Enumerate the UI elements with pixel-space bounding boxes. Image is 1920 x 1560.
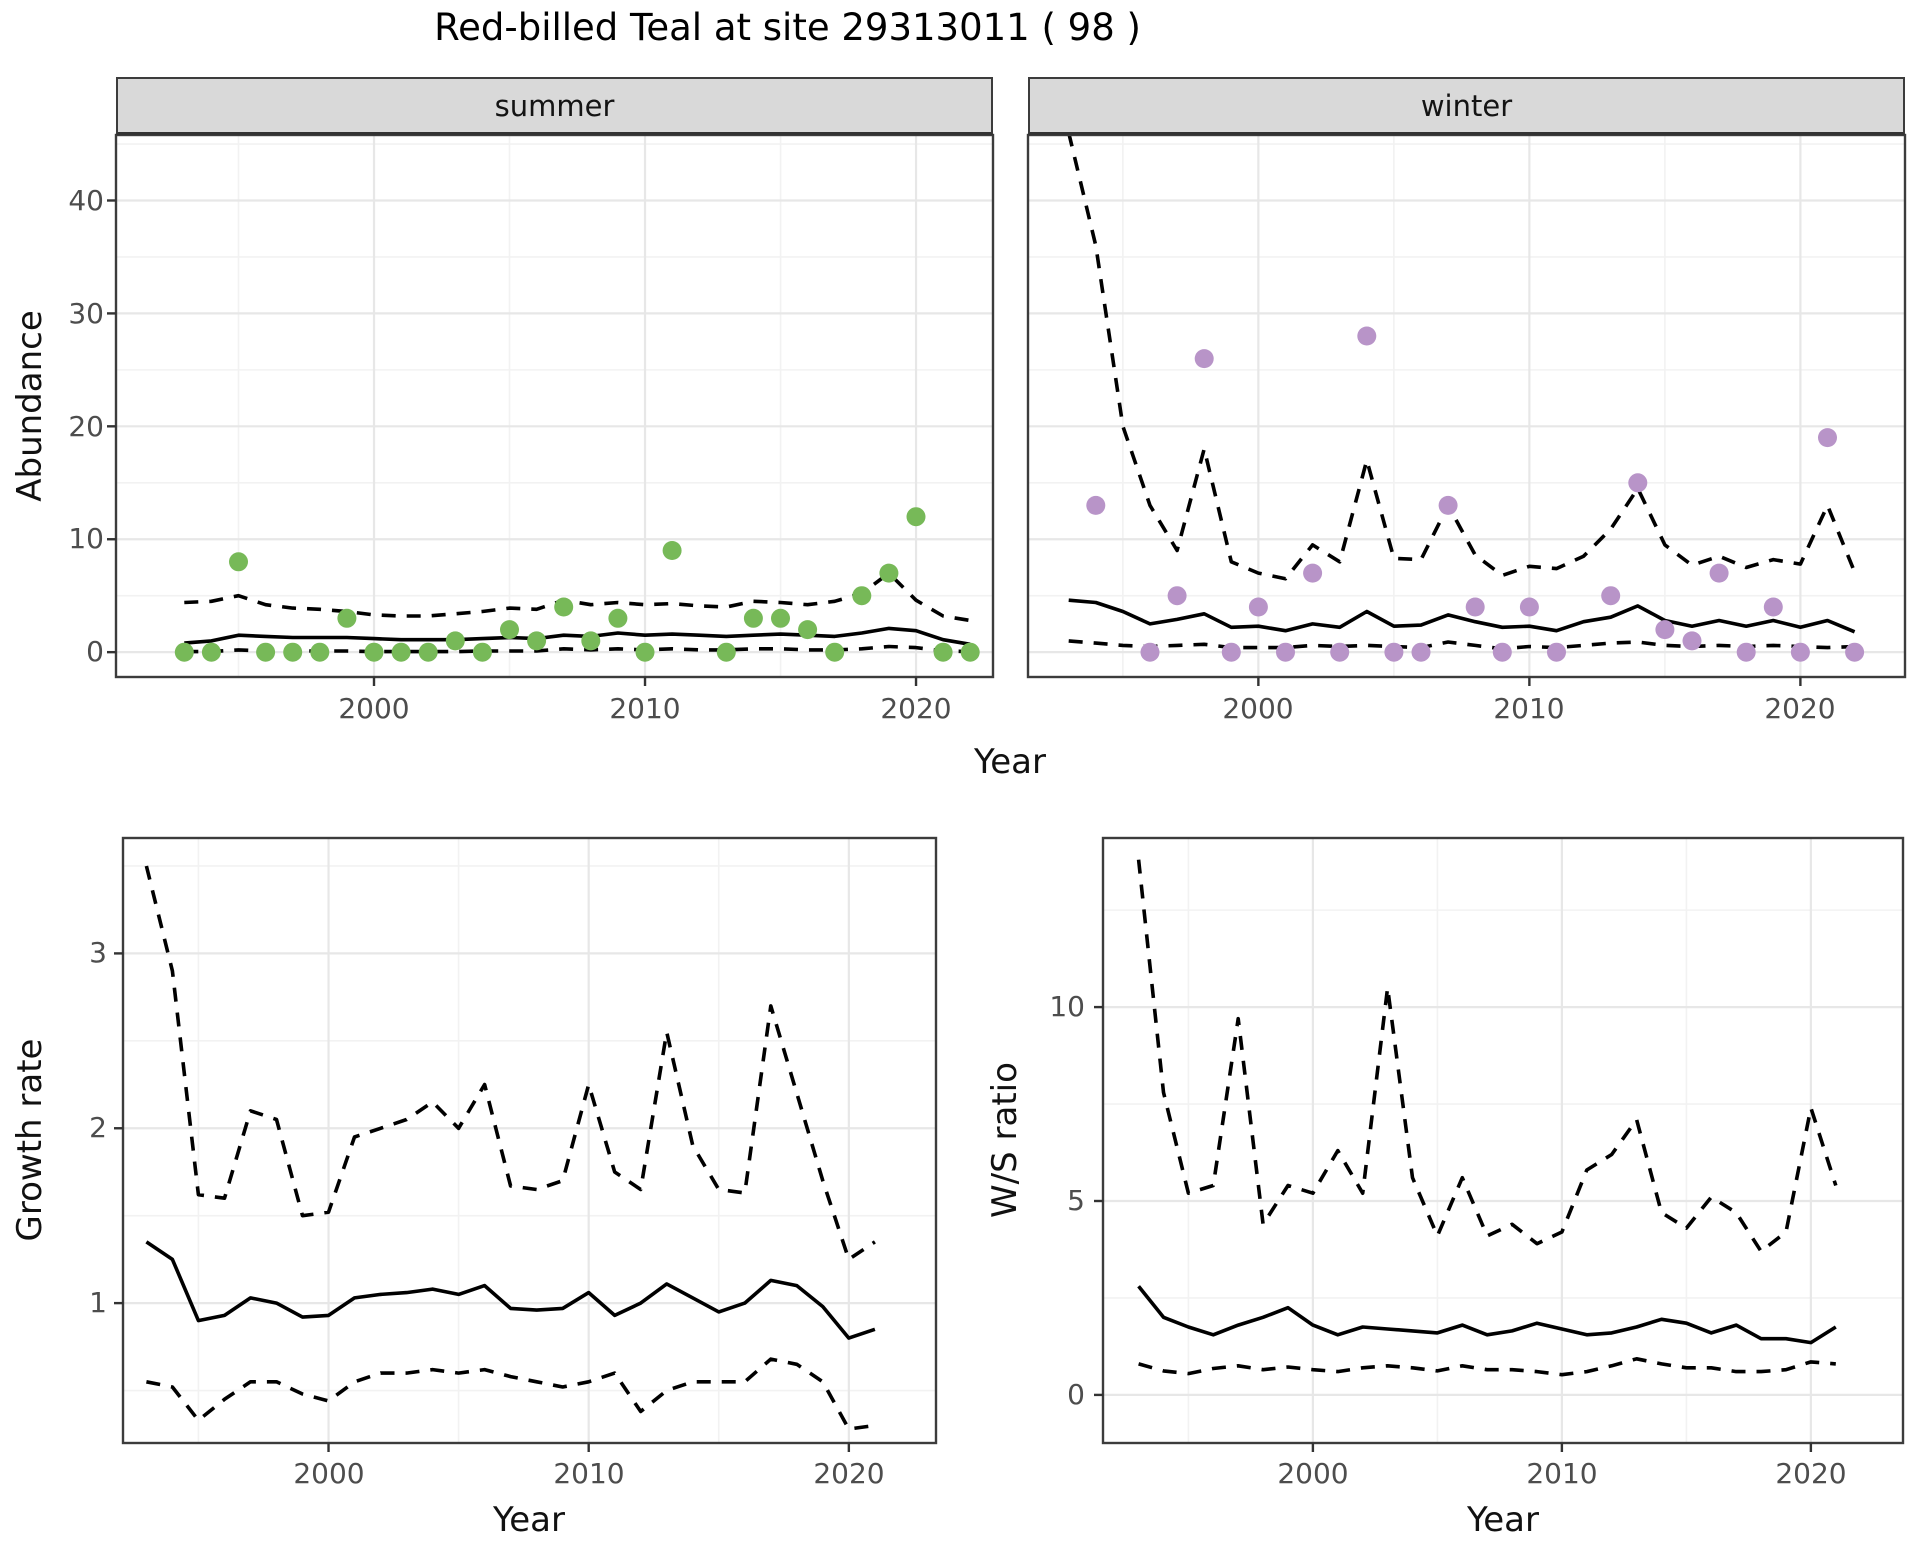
y-axis-title-ws-ratio: W/S ratio — [985, 1062, 1025, 1218]
x-tick-label: 2020 — [1764, 692, 1836, 725]
x-tick-label: 2020 — [1775, 1457, 1847, 1490]
x-tick-label: 2010 — [609, 692, 681, 725]
x-axis-title-ws: Year — [1467, 1500, 1539, 1540]
y-tick-label: 0 — [86, 635, 104, 668]
y-tick-label: 30 — [68, 297, 104, 330]
y-tick-label: 40 — [68, 184, 104, 217]
x-tick-label: 2000 — [338, 692, 410, 725]
facet-strip-winter-label: winter — [1420, 88, 1513, 123]
x-tick-label: 2010 — [553, 1457, 625, 1490]
page-title: Red-billed Teal at site 29313011 ( 98 ) — [434, 6, 1141, 49]
facet-strip-winter: winter — [1028, 77, 1905, 135]
x-tick-label: 2010 — [1526, 1457, 1598, 1490]
facet-strip-summer: summer — [116, 77, 993, 135]
x-axis-title-growth: Year — [493, 1500, 565, 1540]
y-tick-label: 3 — [89, 936, 107, 969]
x-tick-label: 2020 — [880, 692, 952, 725]
y-axis-title-abundance: Abundance — [10, 310, 50, 502]
x-tick-label: 2000 — [293, 1457, 365, 1490]
x-tick-label: 2000 — [1277, 1457, 1349, 1490]
y-tick-label: 10 — [68, 522, 104, 555]
y-tick-label: 5 — [1067, 1184, 1085, 1217]
x-axis-title-top: Year — [974, 742, 1046, 782]
y-tick-label: 0 — [1067, 1378, 1085, 1411]
facet-strip-summer-label: summer — [494, 88, 615, 123]
y-axis-title-growth-rate: Growth rate — [10, 1038, 50, 1242]
x-tick-label: 2010 — [1493, 692, 1565, 725]
x-tick-label: 2020 — [813, 1457, 885, 1490]
y-tick-label: 2 — [89, 1111, 107, 1144]
y-tick-label: 20 — [68, 410, 104, 443]
y-tick-label: 1 — [89, 1286, 107, 1319]
y-tick-label: 10 — [1049, 990, 1085, 1023]
x-tick-label: 2000 — [1222, 692, 1294, 725]
